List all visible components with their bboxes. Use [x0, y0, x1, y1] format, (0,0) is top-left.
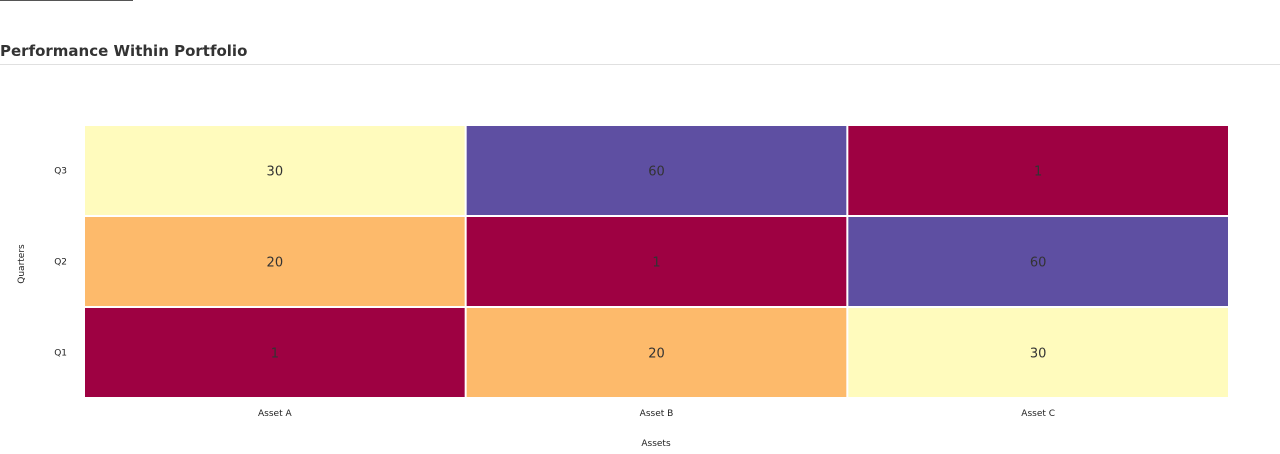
y-tick-label: Q1 — [54, 349, 67, 359]
heatmap-cell-value: 1 — [271, 347, 279, 362]
heatmap-cell-value: 1 — [652, 256, 660, 271]
x-axis-title: Assets — [641, 439, 671, 449]
top-divider — [0, 0, 133, 1]
panel-title: Performance Within Portfolio — [0, 42, 248, 60]
y-tick-label: Q3 — [54, 167, 67, 177]
heatmap-cell — [85, 126, 465, 215]
y-tick-label: Q2 — [54, 258, 67, 268]
x-axis-ticks: Asset A Asset B Asset C — [258, 409, 1055, 419]
heatmap-cell — [466, 217, 847, 306]
heatmap-cell-value: 60 — [1030, 256, 1047, 271]
x-tick-label: Asset C — [1021, 409, 1055, 419]
y-axis-ticks: Q1 Q2 Q3 — [54, 167, 67, 359]
heatmap-cell-value: 60 — [648, 165, 665, 180]
heatmap-cell — [466, 308, 847, 397]
heatmap-cell-labels: 1 20 30 20 1 60 30 60 1 — [267, 165, 1047, 362]
panel-header: Performance Within Portfolio — [0, 40, 1280, 65]
heatmap-cell-value: 30 — [1030, 347, 1047, 362]
heatmap-cells — [85, 126, 1228, 397]
y-axis-title: Quarters — [17, 244, 27, 284]
heatmap-cell — [848, 217, 1228, 306]
heatmap-cell — [848, 126, 1228, 215]
heatmap-cell — [848, 308, 1228, 397]
heatmap-cell — [85, 308, 465, 397]
x-tick-label: Asset B — [640, 409, 674, 419]
heatmap-cell-value: 20 — [648, 347, 665, 362]
heatmap-cell — [85, 217, 465, 306]
heatmap-chart: 1 20 30 20 1 60 30 60 1 Asset A Asset B Asset C Q1… — [17, 126, 1228, 449]
heatmap-cell-value: 20 — [267, 256, 284, 271]
x-tick-label: Asset A — [258, 409, 292, 419]
heatmap-cell-value: 1 — [1034, 165, 1042, 180]
heatmap-cell-value: 30 — [267, 165, 284, 180]
heatmap-cell — [466, 126, 847, 215]
